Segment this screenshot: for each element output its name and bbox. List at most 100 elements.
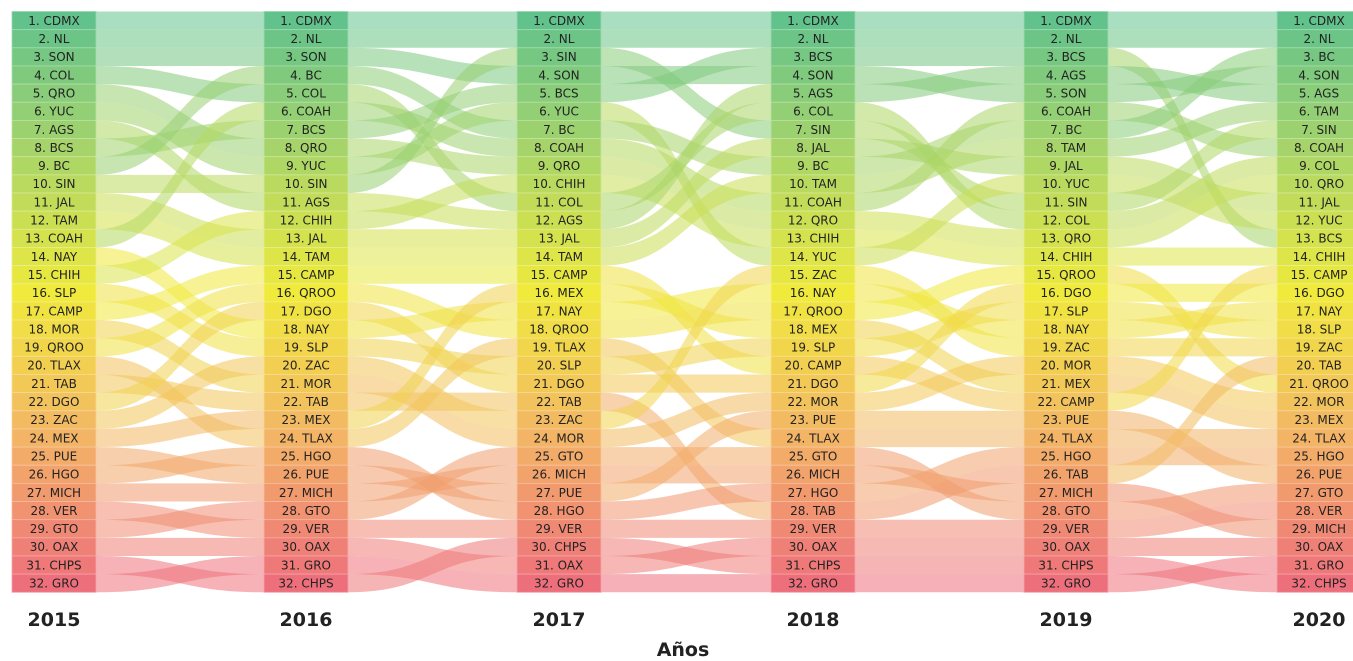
ribbon-gro-2015-2016 xyxy=(96,556,264,593)
rank-label-2019-24: 24. TLAX xyxy=(1039,431,1093,445)
ribbon-ver-2017-2018 xyxy=(601,519,771,538)
rank-label-2019-20: 20. MOR xyxy=(1040,359,1091,373)
ribbon-chih-2015-2016 xyxy=(96,211,264,284)
ribbon-nay-2019-2020 xyxy=(1108,301,1277,339)
ribbon-qroo-2015-2016 xyxy=(96,283,264,357)
ribbon-ags-2018-2019 xyxy=(855,65,1024,103)
ribbon-qro-2019-2020 xyxy=(1108,174,1277,248)
rank-label-2015-11: 11. JAL xyxy=(33,195,74,209)
rank-label-2017-7: 7. BC xyxy=(543,123,575,137)
rank-label-2020-21: 21. QROO xyxy=(1289,377,1349,391)
rank-label-2018-8: 8. JAL xyxy=(796,141,830,155)
rank-label-2020-1: 1. CDMX xyxy=(1293,14,1344,28)
ribbon-nl-2019-2020 xyxy=(1108,29,1277,48)
ribbon-mich-2015-2016 xyxy=(96,483,264,502)
rank-label-2018-3: 3. BCS xyxy=(793,50,832,64)
rank-label-2017-15: 15. CAMP xyxy=(530,268,587,282)
rank-label-2020-9: 9. COL xyxy=(1299,159,1339,173)
rank-label-2017-24: 24. MOR xyxy=(533,431,584,445)
ribbon-mor-2019-2020 xyxy=(1108,356,1277,411)
rank-label-2017-13: 13. JAL xyxy=(538,232,579,246)
rank-label-2018-12: 12. QRO xyxy=(788,214,838,228)
rank-label-2020-16: 16. DGO xyxy=(1294,286,1345,300)
year-labels: 2015 2016 2017 2018 2019 2020 xyxy=(28,609,1346,631)
rank-label-2020-29: 29. MICH xyxy=(1292,522,1346,536)
rank-label-2017-2: 2. NL xyxy=(544,32,575,46)
rank-label-2016-5: 5. COL xyxy=(286,86,326,100)
rank-label-2016-24: 24. TLAX xyxy=(279,431,333,445)
rank-label-2020-6: 6. TAM xyxy=(1299,105,1339,119)
ribbon-nl-2018-2019 xyxy=(855,29,1024,48)
rank-label-2015-27: 27. MICH xyxy=(27,486,81,500)
rank-label-2020-11: 11. JAL xyxy=(1298,195,1339,209)
rank-label-2019-5: 5. SON xyxy=(1045,86,1086,100)
rank-label-2019-30: 30. OAX xyxy=(1042,540,1091,554)
rank-label-2020-27: 27. GTO xyxy=(1295,486,1344,500)
rank-label-2018-10: 10. TAM xyxy=(789,177,837,191)
rank-label-2020-25: 25. HGO xyxy=(1294,449,1345,463)
rank-label-2015-13: 13. COAH xyxy=(25,232,83,246)
ribbon-qroo-2018-2019 xyxy=(855,265,1024,321)
rank-label-2016-32: 32. CHPS xyxy=(278,577,333,591)
rank-label-2016-17: 17. DGO xyxy=(281,304,332,318)
rank-label-2020-8: 8. COAH xyxy=(1294,141,1344,155)
rank-label-2016-18: 18. NAY xyxy=(283,322,330,336)
ribbon-cdmx-2018-2019 xyxy=(855,11,1024,30)
rank-label-2019-29: 29. VER xyxy=(1042,522,1089,536)
ribbon-chps-2016-2017 xyxy=(348,537,517,593)
rank-label-2017-9: 9. QRO xyxy=(538,159,581,173)
rank-label-2016-20: 20. ZAC xyxy=(282,359,330,373)
rank-label-2018-29: 29. VER xyxy=(789,522,836,536)
ribbon-ver-2016-2017 xyxy=(348,519,517,538)
rank-label-2017-30: 30. CHPS xyxy=(531,540,586,554)
rank-label-2016-30: 30. OAX xyxy=(282,540,331,554)
rank-label-2016-4: 4. BC xyxy=(290,68,322,82)
rank-label-2016-29: 29. VER xyxy=(282,522,329,536)
rank-label-2018-31: 31. CHPS xyxy=(785,558,840,572)
ribbon-zac-2017-2018 xyxy=(601,265,771,429)
rank-label-2017-22: 22. TAB xyxy=(536,395,582,409)
rank-label-2016-23: 23. MEX xyxy=(281,413,330,427)
rank-label-2020-5: 5. AGS xyxy=(1299,86,1339,100)
rank-label-2016-31: 31. GRO xyxy=(281,558,331,572)
ribbon-col-2019-2020 xyxy=(1108,156,1277,230)
rank-label-2019-9: 9. JAL xyxy=(1049,159,1083,173)
ribbon-son-2015-2016 xyxy=(96,47,264,66)
rank-label-2016-9: 9. YUC xyxy=(286,159,326,173)
rank-label-2015-15: 15. CHIH xyxy=(28,268,81,282)
rank-label-2015-16: 16. SLP xyxy=(32,286,76,300)
rank-label-2017-14: 14. TAM xyxy=(535,250,583,264)
ribbon-tlax-2016-2017 xyxy=(348,338,517,448)
rank-label-2016-21: 21. MOR xyxy=(280,377,331,391)
rank-label-2020-12: 12. YUC xyxy=(1295,214,1342,228)
ribbon-chps-2018-2019 xyxy=(855,556,1024,575)
rank-label-2020-28: 28. VER xyxy=(1295,504,1342,518)
ribbon-oax-2015-2016 xyxy=(96,537,264,556)
rank-label-2020-3: 3. BC xyxy=(1303,50,1335,64)
rank-label-2016-15: 15. CAMP xyxy=(277,268,334,282)
rank-label-2018-13: 13. CHIH xyxy=(787,232,840,246)
ribbon-ver-2018-2019 xyxy=(855,519,1024,538)
rank-label-2016-28: 28. GTO xyxy=(282,504,331,518)
ribbon-pue-2017-2018 xyxy=(601,410,771,502)
rank-label-2017-28: 28. HGO xyxy=(534,504,585,518)
rank-label-2020-26: 26. PUE xyxy=(1296,468,1343,482)
rank-label-2015-10: 10. SIN xyxy=(32,177,75,191)
rank-label-2019-7: 7. BC xyxy=(1050,123,1082,137)
rank-label-2017-10: 10. CHIH xyxy=(533,177,586,191)
rank-label-2015-7: 7. AGS xyxy=(34,123,74,137)
ribbon-oax-2017-2018 xyxy=(601,537,771,575)
ribbon-hgo-2017-2018 xyxy=(601,483,771,520)
rank-label-2017-18: 18. QROO xyxy=(529,322,589,336)
rank-label-2015-12: 12. TAM xyxy=(30,214,78,228)
rank-label-2018-11: 11. COAH xyxy=(784,195,842,209)
rank-label-2017-21: 21. DGO xyxy=(534,377,585,391)
rank-label-2015-23: 23. ZAC xyxy=(30,413,78,427)
ribbon-tab-2019-2020 xyxy=(1108,356,1277,484)
rank-label-2018-20: 20. CAMP xyxy=(784,359,841,373)
rank-label-2020-13: 13. BCS xyxy=(1296,232,1343,246)
rank-label-2020-18: 18. SLP xyxy=(1297,322,1341,336)
rank-label-2019-12: 12. COL xyxy=(1042,214,1090,228)
rank-label-2015-3: 3. SON xyxy=(33,50,74,64)
ribbon-bcs-2018-2019 xyxy=(855,47,1024,66)
